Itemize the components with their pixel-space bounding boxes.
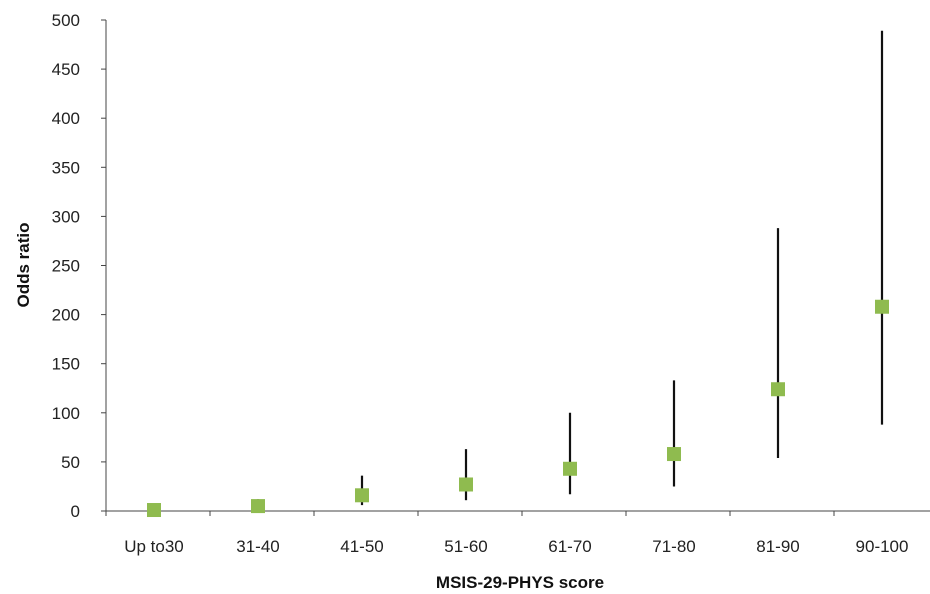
x-tick-label: 31-40	[236, 537, 279, 556]
y-tick-label: 500	[52, 11, 80, 30]
data-point	[771, 382, 785, 397]
y-tick-label: 100	[52, 404, 80, 423]
y-axis-ticks: 0 50 100 150 200 250 300 350 400 450 500	[52, 11, 106, 521]
y-tick-label: 50	[61, 453, 80, 472]
data-point	[459, 477, 473, 492]
error-bars	[256, 30, 884, 510]
x-axis-ticks: Up to30 31-40 41-50 51-60 61-70 71-80 81-90 90-…	[105, 511, 909, 556]
y-tick-label: 0	[71, 502, 80, 521]
y-axis-title: Odds ratio	[14, 222, 33, 307]
data-points	[147, 299, 889, 518]
x-tick-label: 61-70	[548, 537, 591, 556]
y-tick-label: 450	[52, 60, 80, 79]
y-tick-label: 200	[52, 306, 80, 325]
x-tick-label: 90-100	[856, 537, 909, 556]
y-tick-label: 400	[52, 109, 80, 128]
y-tick-label: 150	[52, 355, 80, 374]
y-tick-label: 300	[52, 207, 80, 226]
data-point	[667, 447, 681, 462]
data-point	[563, 461, 577, 476]
data-point	[251, 499, 265, 514]
x-tick-label: 71-80	[652, 537, 695, 556]
data-point	[355, 488, 369, 503]
data-point	[875, 299, 889, 314]
y-tick-label: 250	[52, 257, 80, 276]
x-tick-label: 41-50	[340, 537, 383, 556]
y-tick-label: 350	[52, 158, 80, 177]
x-tick-label: 51-60	[444, 537, 487, 556]
x-tick-label: Up to30	[124, 537, 184, 556]
x-tick-label: 81-90	[756, 537, 799, 556]
data-point	[147, 503, 161, 518]
x-axis-title: MSIS-29-PHYS score	[436, 573, 604, 592]
